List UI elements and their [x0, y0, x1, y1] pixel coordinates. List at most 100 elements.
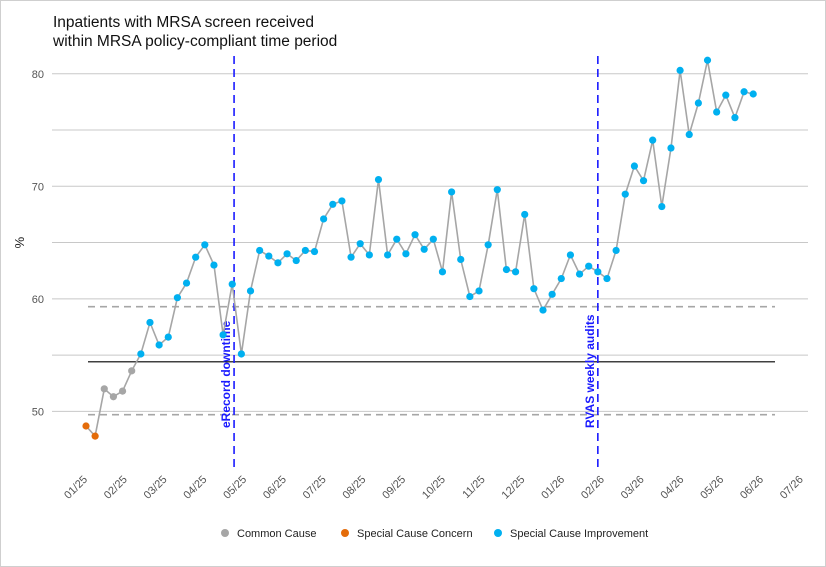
annotation-label: RVAS weekly audits: [583, 314, 597, 428]
x-tick-label: 01/26: [539, 474, 567, 502]
data-point: [630, 162, 639, 170]
data-point: [146, 318, 154, 327]
data-point: [256, 246, 264, 255]
data-point: [502, 265, 511, 274]
x-tick-label: 03/25: [142, 474, 170, 502]
data-point: [301, 246, 309, 255]
data-point: [493, 186, 501, 194]
data-point: [448, 188, 456, 196]
x-tick-label: 02/26: [579, 474, 607, 502]
data-point: [438, 268, 447, 276]
data-point: [173, 294, 181, 302]
data-point: [411, 231, 419, 239]
data-point: [365, 251, 373, 259]
legend-label: Special Cause Concern: [357, 528, 473, 540]
data-point: [246, 287, 255, 295]
data-point: [667, 144, 675, 152]
y-axis-label: %: [12, 236, 27, 248]
annotation-label: eRecord downtime: [219, 320, 233, 428]
series-line: [85, 60, 754, 438]
data-point: [603, 274, 611, 283]
x-tick-label: 09/25: [380, 474, 408, 502]
data-point: [612, 246, 620, 255]
data-point: [210, 261, 218, 269]
data-point: [265, 252, 273, 260]
control-limits: [88, 305, 775, 416]
data-point: [575, 270, 584, 278]
data-point: [182, 279, 191, 287]
data-point: [731, 114, 739, 122]
x-tick-label: 03/26: [619, 474, 647, 502]
data-point: [402, 250, 410, 258]
x-tick-label: 04/26: [659, 474, 687, 502]
data-point: [155, 341, 163, 349]
data-point: [347, 253, 355, 261]
data-point: [585, 262, 593, 270]
data-point: [566, 251, 575, 259]
x-tick-label: 07/26: [778, 474, 806, 502]
data-point: [109, 393, 118, 401]
data-point: [192, 253, 200, 261]
x-tick-label: 08/25: [340, 474, 368, 502]
data-point: [283, 250, 291, 258]
data-point: [384, 251, 392, 259]
data-point: [429, 235, 437, 243]
data-point: [91, 432, 99, 440]
data-point: [694, 99, 702, 107]
data-point: [658, 202, 666, 211]
legend-marker: [494, 529, 502, 537]
data-point: [511, 268, 520, 276]
x-tick-label: 02/25: [102, 474, 130, 502]
data-point: [329, 200, 337, 208]
data-point: [475, 287, 483, 295]
data-point: [466, 292, 474, 301]
data-point: [100, 385, 108, 393]
legend: Common Cause Special Cause Concern Special…: [221, 528, 648, 540]
chart-title-line-1: Inpatients with MRSA screen received: [53, 14, 315, 31]
y-tick-label: 50: [32, 406, 44, 418]
data-point: [420, 245, 428, 253]
data-point: [118, 387, 127, 395]
legend-label: Common Cause: [237, 528, 316, 540]
data-point: [164, 333, 172, 341]
data-point: [594, 268, 602, 276]
x-tick-label: 06/25: [261, 474, 289, 502]
data-point: [649, 136, 657, 144]
data-point: [457, 255, 465, 264]
annotation-lines: eRecord downtime RVAS weekly audits: [219, 56, 599, 472]
x-tick-label: 04/25: [181, 474, 209, 502]
x-tick-label: 05/26: [698, 474, 726, 502]
data-point: [219, 331, 227, 339]
data-point: [338, 197, 346, 205]
data-series: [82, 56, 757, 440]
data-point: [740, 88, 748, 96]
data-point: [320, 215, 328, 223]
x-tick-label: 01/25: [62, 474, 90, 502]
data-point: [530, 285, 538, 293]
x-axis-ticks: 01/25 02/25 03/25 04/25 05/25 06/25 07/25 08/25…: [62, 474, 806, 502]
data-point: [722, 91, 730, 99]
data-point: [685, 130, 693, 139]
data-point: [749, 90, 757, 98]
data-point: [676, 66, 684, 74]
data-point: [356, 240, 364, 248]
x-tick-label: 10/25: [420, 474, 448, 502]
data-point: [548, 290, 556, 298]
data-point: [374, 175, 383, 184]
data-point: [484, 241, 492, 249]
data-point: [713, 108, 721, 116]
x-tick-label: 06/26: [738, 474, 766, 502]
x-tick-label: 07/25: [301, 474, 329, 502]
y-tick-label: 70: [32, 181, 44, 193]
data-point: [292, 256, 300, 265]
y-tick-label: 80: [32, 69, 44, 81]
data-point: [237, 350, 245, 358]
data-point: [557, 274, 565, 283]
chart-title-line-2: within MRSA policy-compliant time period: [53, 33, 338, 50]
data-point: [137, 350, 145, 358]
data-point: [128, 367, 136, 375]
data-point: [310, 247, 319, 256]
data-point: [274, 259, 282, 267]
